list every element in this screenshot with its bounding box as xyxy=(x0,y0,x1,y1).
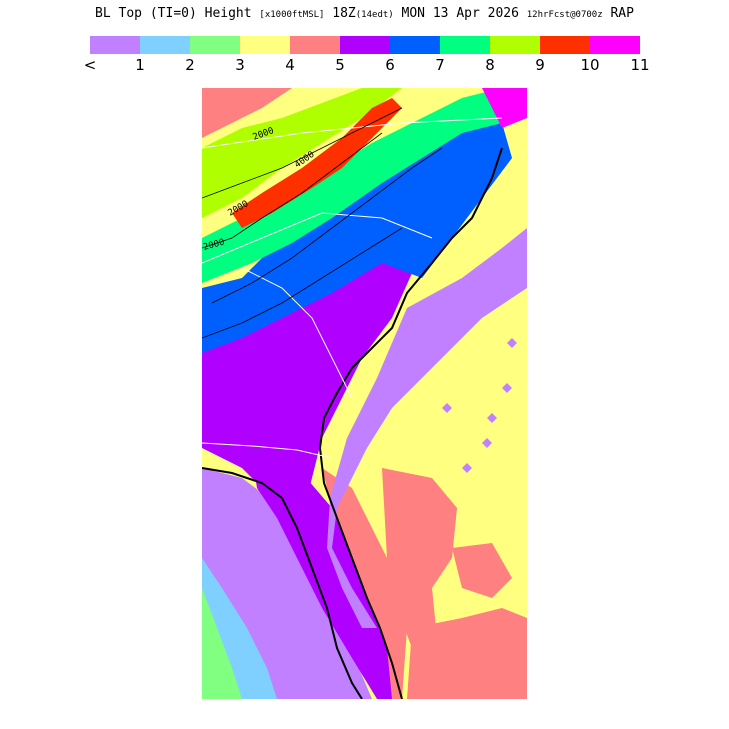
offshore-salmon-c xyxy=(452,543,512,598)
florida-west-coast xyxy=(202,467,363,699)
state-border-ga-fl xyxy=(202,442,333,459)
legend-tick-label: 9 xyxy=(535,56,545,74)
legend-swatch xyxy=(490,36,540,54)
state-border-nc-sc xyxy=(202,212,433,264)
legend-swatch xyxy=(240,36,290,54)
state-border-sc-ga xyxy=(241,267,353,399)
legend-tick-label: 11 xyxy=(630,56,650,74)
offshore-lavender xyxy=(327,228,527,628)
legend-swatch xyxy=(90,36,140,54)
state-border-va-nc xyxy=(202,117,503,149)
title-units: [x1000ftMSL] xyxy=(259,10,325,20)
coastline xyxy=(318,147,503,699)
title-main-c: MON 13 Apr 2026 xyxy=(401,6,519,21)
legend-tick-label: 10 xyxy=(580,56,600,74)
legend-swatch xyxy=(290,36,340,54)
legend-tick-label: 4 xyxy=(285,56,295,74)
title-main-a: BL Top (TI=0) Height xyxy=(95,6,252,21)
legend-tick-label: 5 xyxy=(335,56,345,74)
forecast-map: 2000 2000 2000 4000 xyxy=(202,88,527,699)
legend-swatch xyxy=(140,36,190,54)
color-legend xyxy=(90,36,640,54)
mountain-red xyxy=(232,98,402,228)
title-model: RAP xyxy=(610,6,634,21)
mountain-yellow-green xyxy=(202,88,402,218)
mountain-salmon xyxy=(202,88,292,138)
legend-tick-label: 2 xyxy=(185,56,195,74)
offshore-salmon-a xyxy=(382,468,457,648)
legend-tick-labels: <1 2 3 4 5 6 7 8 9 10 11 xyxy=(0,56,729,78)
legend-tick-label: 3 xyxy=(235,56,245,74)
gulf-green-band xyxy=(202,588,242,699)
legend-tick-label: 7 xyxy=(435,56,445,74)
legend-swatch xyxy=(390,36,440,54)
title-local: (14edt) xyxy=(355,10,394,20)
chart-title: BL Top (TI=0) Height [x1000ftMSL] 18Z(14… xyxy=(0,6,729,21)
title-main-b: 18Z xyxy=(332,6,356,21)
piedmont-blue xyxy=(202,123,512,353)
legend-swatch xyxy=(440,36,490,54)
offshore-salmon-b xyxy=(407,608,527,699)
legend-swatch xyxy=(190,36,240,54)
legend-tick-label: 8 xyxy=(485,56,495,74)
florida-violet xyxy=(252,458,397,699)
legend-swatch xyxy=(590,36,640,54)
legend-tick-label: 1 xyxy=(135,56,145,74)
offshore-diamonds xyxy=(432,288,517,473)
piedmont-green xyxy=(202,88,522,283)
legend-tick-label: 6 xyxy=(385,56,395,74)
legend-tick-label: < xyxy=(83,56,97,74)
legend-swatch xyxy=(340,36,390,54)
terrain-contours xyxy=(202,107,443,339)
mountain-magenta xyxy=(482,88,527,128)
legend-swatch xyxy=(540,36,590,54)
title-forecast: 12hrFcst@0700z xyxy=(526,10,603,20)
florida-salmon xyxy=(322,468,407,699)
